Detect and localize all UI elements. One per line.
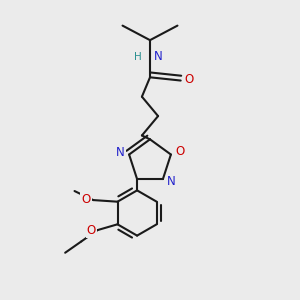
Text: N: N (116, 146, 125, 159)
Text: N: N (167, 175, 176, 188)
Text: O: O (81, 193, 91, 206)
Text: O: O (87, 224, 96, 237)
Text: H: H (134, 52, 142, 62)
Text: O: O (175, 146, 184, 158)
Text: N: N (154, 50, 163, 64)
Text: O: O (184, 74, 194, 86)
